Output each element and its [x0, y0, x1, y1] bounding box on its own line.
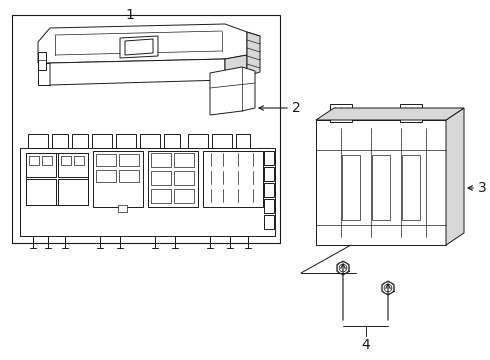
Bar	[148, 151, 198, 207]
Bar	[74, 156, 84, 165]
Bar	[38, 52, 46, 70]
Polygon shape	[247, 32, 260, 76]
Bar	[151, 171, 171, 185]
Polygon shape	[210, 67, 255, 115]
Bar	[212, 134, 232, 150]
Bar	[316, 120, 446, 245]
Bar	[342, 155, 360, 220]
Text: 3: 3	[478, 181, 487, 195]
Bar	[72, 134, 88, 150]
Bar	[164, 134, 180, 150]
Bar	[264, 215, 274, 229]
Bar	[58, 179, 88, 205]
Bar	[236, 134, 250, 150]
Bar	[12, 15, 280, 243]
Bar	[342, 155, 360, 220]
Bar	[140, 134, 160, 150]
Bar	[29, 156, 39, 165]
Text: 2: 2	[292, 101, 301, 115]
Bar	[96, 170, 116, 182]
Bar	[118, 205, 127, 212]
Text: 4: 4	[361, 338, 370, 352]
Bar	[264, 183, 274, 197]
Polygon shape	[225, 55, 247, 80]
Bar	[42, 156, 52, 165]
Bar	[264, 199, 274, 213]
Bar	[28, 134, 48, 150]
Bar	[264, 167, 274, 181]
Bar	[92, 134, 112, 150]
Polygon shape	[38, 24, 247, 63]
Bar	[151, 153, 171, 167]
Polygon shape	[50, 59, 225, 85]
Bar	[151, 189, 171, 203]
Bar	[20, 148, 275, 236]
Bar	[26, 153, 56, 177]
Bar	[52, 134, 68, 150]
Polygon shape	[125, 39, 153, 55]
Polygon shape	[316, 108, 464, 120]
Polygon shape	[446, 108, 464, 245]
Bar	[264, 151, 274, 165]
Bar	[400, 104, 422, 122]
Polygon shape	[120, 36, 158, 58]
Bar	[58, 153, 88, 177]
Bar	[26, 153, 88, 205]
Bar	[96, 154, 116, 166]
Bar	[372, 155, 390, 220]
Bar	[119, 154, 139, 166]
Bar	[174, 153, 194, 167]
Bar	[26, 179, 56, 205]
Bar	[372, 155, 390, 220]
Bar	[116, 134, 136, 150]
Bar	[93, 151, 143, 207]
Bar	[174, 171, 194, 185]
Bar	[402, 155, 420, 220]
Text: 1: 1	[125, 8, 134, 22]
Polygon shape	[38, 63, 50, 85]
Bar	[119, 170, 139, 182]
Bar	[330, 104, 352, 122]
Bar	[61, 156, 71, 165]
Bar	[174, 189, 194, 203]
Bar	[402, 155, 420, 220]
Bar	[188, 134, 208, 150]
Bar	[203, 151, 263, 207]
